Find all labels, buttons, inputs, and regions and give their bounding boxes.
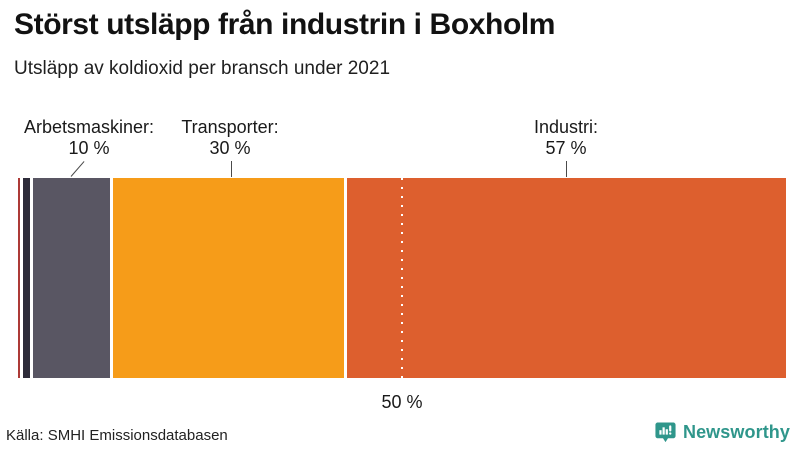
segment-label-value: 30 %	[209, 138, 251, 158]
label-connector-arbetsmaskiner	[70, 161, 85, 177]
segment-label-value: 10 %	[68, 138, 110, 158]
label-connector-transporter	[231, 161, 232, 177]
bar-segment-industri[interactable]	[347, 178, 786, 378]
segment-label-industri: Industri: 57 %	[534, 117, 598, 159]
newsworthy-icon	[654, 421, 677, 444]
segment-label-title: Transporter:	[181, 117, 279, 137]
source-text: Källa: SMHI Emissionsdatabasen	[6, 427, 228, 444]
reference-line-50	[401, 178, 403, 378]
stacked-bar	[18, 178, 786, 378]
segment-label-arbetsmaskiner: Arbetsmaskiner: 10 %	[24, 117, 154, 159]
segment-label-transporter: Transporter: 30 %	[181, 117, 278, 159]
label-connector-industri	[566, 161, 567, 177]
segment-label-value: 57 %	[545, 138, 587, 158]
bar-segment-minor-1[interactable]	[23, 178, 31, 378]
segment-label-title: Arbetsmaskiner:	[23, 117, 155, 137]
axis-tick-50: 50 %	[381, 392, 423, 412]
newsworthy-logo[interactable]: Newsworthy	[654, 421, 790, 444]
bar-segment-minor-0[interactable]	[18, 178, 21, 378]
chart-subtitle: Utsläpp av koldioxid per bransch under 2…	[14, 58, 391, 79]
bar-segment-transporter[interactable]	[113, 178, 345, 378]
bar-segment-arbetsmaskiner[interactable]	[33, 178, 111, 378]
chart-title: Störst utsläpp från industrin i Boxholm	[14, 8, 556, 41]
segment-label-title: Industri:	[533, 117, 599, 137]
newsworthy-wordmark: Newsworthy	[682, 422, 790, 442]
